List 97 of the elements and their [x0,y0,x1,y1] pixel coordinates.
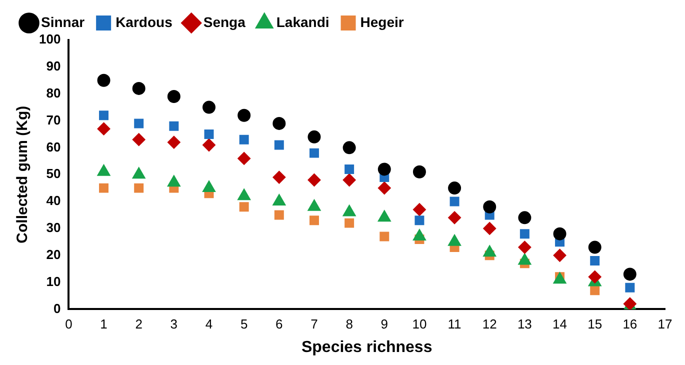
point [412,229,426,241]
x-tick-label: 7 [310,316,318,332]
point [378,182,391,195]
point [238,108,251,122]
y-tick-label: 10 [46,274,61,289]
y-tick-label: 60 [46,139,61,154]
point [412,203,426,216]
point [309,216,319,226]
point [272,170,286,184]
point [202,180,216,192]
point [204,129,214,139]
point [378,210,391,222]
y-tick-label: 70 [46,112,61,128]
x-axis-title: Species richness [301,338,432,356]
point [134,118,144,128]
x-tick-label: 15 [588,316,602,332]
x-tick-label: 9 [380,316,388,332]
legend-label: Senga [203,14,246,30]
point [483,245,496,257]
point [97,74,110,87]
point [169,121,179,131]
x-tick-label: 17 [658,316,672,332]
point [623,268,636,281]
x-tick-label: 14 [552,316,568,332]
x-tick-label: 4 [205,316,213,332]
x-tick-label: 6 [276,316,283,332]
y-tick-label: 40 [46,193,61,208]
point [134,183,144,193]
x-tick-label: 11 [448,316,462,332]
point [202,100,216,114]
point [167,90,180,104]
point [590,256,600,266]
x-tick-label: 0 [65,316,72,332]
point [132,167,146,179]
y-tick-label: 50 [46,166,61,182]
point [342,141,356,154]
point [132,133,146,146]
x-tick-label: 13 [517,316,532,332]
point [450,196,460,206]
point [344,218,354,228]
point [308,173,321,186]
point [483,222,496,235]
point [99,183,109,193]
point [380,232,390,242]
x-tick-label: 3 [170,316,178,332]
point [238,152,251,165]
x-tick-label: 12 [482,316,497,332]
point [414,216,424,226]
point [483,200,496,214]
point [590,286,600,296]
point [518,211,532,224]
point [308,130,321,144]
point [238,188,251,200]
x-tick-label: 5 [240,316,248,332]
x-tick-label: 2 [135,316,142,332]
point [518,253,532,265]
y-tick-label: 80 [46,85,61,100]
point [518,240,532,254]
point [272,194,286,206]
y-tick-label: 30 [46,220,61,236]
point [412,165,426,178]
x-tick-label: 1 [100,316,108,332]
x-tick-label: 16 [622,316,638,332]
point [274,210,284,220]
legend-label: Sinnar [41,14,86,30]
point [132,82,146,95]
legend-label: Kardous [116,14,173,30]
point [274,140,284,150]
point [97,122,110,136]
point [448,182,462,195]
point [378,162,391,176]
legend-label: Lakandi [276,14,330,30]
point [520,229,530,239]
point [342,173,356,186]
point [167,136,180,149]
y-tick-label: 100 [38,32,61,47]
point [99,110,109,120]
point [448,211,462,224]
point [309,148,319,158]
point [553,227,566,240]
point [167,175,180,187]
y-tick-label: 20 [46,246,61,262]
point [344,164,354,174]
y-tick-label: 90 [46,58,61,74]
legend-label: Hegeir [360,14,404,30]
y-axis-title: Collected gum (Kg) [14,106,32,244]
point [202,138,216,152]
point [239,202,249,212]
x-tick-label: 8 [346,316,353,332]
point [272,116,286,130]
point [239,134,249,144]
x-tick-label: 10 [412,316,427,332]
point [553,248,566,262]
point [588,270,602,284]
y-tick-label: 0 [53,300,61,316]
point [588,240,602,254]
point [625,282,635,292]
